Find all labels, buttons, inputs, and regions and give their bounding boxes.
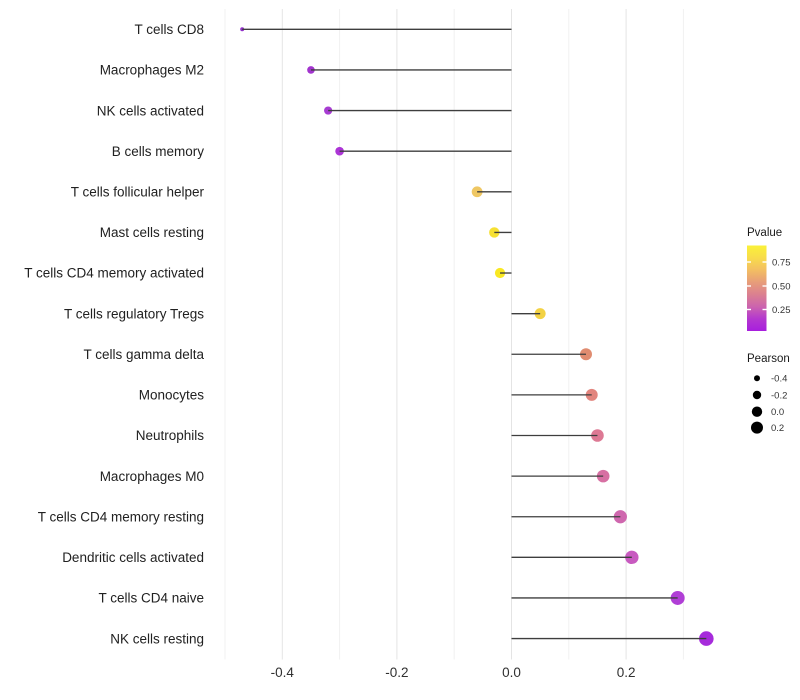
y-axis-label: T cells regulatory Tregs <box>64 306 204 321</box>
lollipop-row: Neutrophils <box>136 428 604 443</box>
y-axis-label: T cells CD4 naive <box>98 591 204 606</box>
y-axis-label: T cells follicular helper <box>71 185 205 200</box>
y-axis-label: NK cells activated <box>97 103 204 118</box>
pvalue-colorbar <box>747 245 767 331</box>
pearson-size-label: -0.4 <box>771 374 787 385</box>
pearson-size-label: 0.0 <box>771 407 784 418</box>
lollipop-row: B cells memory <box>112 144 512 159</box>
y-axis-label: Neutrophils <box>136 428 205 443</box>
pearson-size-label: 0.2 <box>771 423 784 434</box>
pearson-legend-dot <box>751 406 763 417</box>
gridlines <box>224 9 684 660</box>
lollipop-row: Macrophages M2 <box>100 63 512 78</box>
lollipop-rows: T cells CD8 Macrophages M2 NK cells activa… <box>24 22 714 646</box>
y-axis-label: Macrophages M0 <box>100 469 204 484</box>
y-axis-label: T cells CD8 <box>134 22 204 37</box>
lollipop-row: T cells CD4 naive <box>98 591 685 606</box>
x-axis-tick-label: -0.2 <box>385 665 408 680</box>
lollipop-row: NK cells activated <box>97 103 512 118</box>
lollipop-row: T cells follicular helper <box>71 185 512 200</box>
y-axis-label: T cells CD4 memory resting <box>38 509 204 524</box>
pearson-legend-dot <box>751 421 763 434</box>
y-axis-label: B cells memory <box>112 144 205 159</box>
lollipop-row: Mast cells resting <box>100 225 512 240</box>
pvalue-tick-label: 0.50 <box>772 281 791 292</box>
y-axis-label: T cells CD4 memory activated <box>24 266 204 281</box>
lollipop-row: T cells regulatory Tregs <box>64 306 546 321</box>
x-axis-tick-label: 0.2 <box>617 665 636 680</box>
x-axis-tick-label: -0.4 <box>271 665 295 680</box>
y-axis-label: T cells gamma delta <box>83 347 204 362</box>
pearson-legend-dot <box>752 390 762 400</box>
lollipop-row: T cells CD4 memory activated <box>24 266 512 281</box>
pvalue-tick-label: 0.25 <box>772 305 791 316</box>
lollipop-row: Dendritic cells activated <box>62 550 639 565</box>
y-axis-label: Dendritic cells activated <box>62 550 204 565</box>
lollipop-row: T cells CD8 <box>134 22 512 37</box>
pearson-legend: Pearson -0.4 -0.2 0.0 0.2 <box>747 353 790 434</box>
lollipop-row: T cells CD4 memory resting <box>38 509 627 524</box>
y-axis-label: Macrophages M2 <box>100 63 204 78</box>
lollipop-row: Monocytes <box>139 388 598 403</box>
pvalue-tick-label: 0.75 <box>772 257 791 268</box>
pvalue-legend-title: Pvalue <box>747 227 782 239</box>
x-axis: -0.4 -0.2 0.0 0.2 <box>271 665 636 680</box>
lollipop-row: Macrophages M0 <box>100 469 610 484</box>
pvalue-legend: Pvalue 0.75 0.50 0.25 <box>747 227 791 331</box>
lollipop-row: T cells gamma delta <box>83 347 592 362</box>
pearson-size-label: -0.2 <box>771 390 787 401</box>
pearson-legend-dot <box>754 375 760 382</box>
y-axis-label: Mast cells resting <box>100 225 204 240</box>
y-axis-label: NK cells resting <box>110 631 204 646</box>
x-axis-tick-label: 0.0 <box>502 665 521 680</box>
pearson-legend-title: Pearson <box>747 353 790 365</box>
lollipop-row: NK cells resting <box>110 631 714 646</box>
y-axis-label: Monocytes <box>139 388 205 403</box>
